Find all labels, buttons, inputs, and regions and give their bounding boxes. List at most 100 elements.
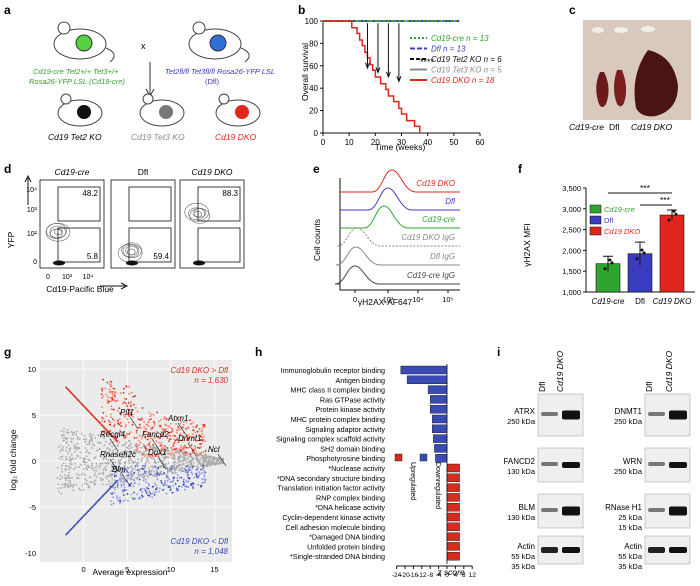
ma-point-up	[160, 435, 163, 438]
blot-column-header: Cd19 DKO	[555, 351, 565, 392]
flow-contour	[121, 242, 142, 259]
ma-point-ns	[67, 452, 70, 454]
ma-point-down	[118, 496, 121, 499]
ma-point-up	[91, 414, 94, 417]
ma-point-up	[182, 446, 185, 449]
ma-point-ns	[67, 483, 70, 486]
ma-point-ns	[61, 483, 64, 486]
blot-kda-label: 250 kDa	[614, 417, 643, 426]
ma-point-ns	[130, 446, 133, 449]
ma-point-up	[109, 390, 112, 393]
ma-point-up	[180, 439, 183, 442]
blot-kda-label-2: 35 kDa	[618, 562, 643, 571]
ma-point-up	[187, 427, 190, 430]
ma-point-down	[167, 486, 170, 489]
ma-point-up	[177, 427, 179, 430]
cross-parent1-line1: Cd19-cre Tet2+/+ Tet3+/+	[33, 67, 119, 76]
ma-point-ns	[199, 458, 201, 461]
ma-point-ns	[100, 479, 103, 482]
ma-point-up	[122, 391, 125, 394]
ma-point-up	[156, 411, 159, 414]
ma-point-ns	[70, 457, 73, 460]
ma-point-down	[185, 465, 188, 468]
ma-point-ns	[67, 468, 70, 470]
ma-point-ns	[73, 444, 76, 446]
ma-point-ns	[69, 462, 72, 465]
ma-point-down	[117, 499, 120, 502]
ma-point-ns	[173, 465, 175, 468]
ma-point-up	[144, 435, 147, 438]
flow-ylabel: YFP	[6, 231, 16, 248]
ma-point-up	[167, 452, 170, 455]
survival-xlabel: Time (weeks)	[375, 142, 426, 152]
flow-xtick-label: 10³	[62, 274, 73, 281]
panel-label-e: e	[313, 162, 320, 176]
ma-point-down	[123, 468, 126, 471]
survival-legend-label: Cd19 Tet2 KO n = 6	[431, 55, 502, 64]
ma-point-up	[138, 435, 141, 437]
ma-point-up	[182, 436, 185, 438]
flow-plot-title: Cd19-cre	[55, 167, 90, 177]
ma-gene-pointer	[177, 422, 187, 436]
ma-point-up	[192, 425, 195, 428]
ma-point-ns	[102, 453, 105, 456]
ma-point-up	[168, 431, 171, 434]
ma-point-ns	[82, 468, 85, 471]
ma-point-down	[176, 474, 179, 477]
ma-point-down	[92, 504, 95, 507]
ma-point-up	[179, 449, 182, 452]
ma-point-up	[125, 398, 128, 400]
ma-gene-pointer	[109, 438, 119, 452]
blot-column-header: Cd19 DKO	[664, 351, 674, 392]
ma-point-up	[135, 445, 138, 448]
ma-point-up	[168, 434, 171, 437]
mfi-bar	[659, 214, 685, 293]
ma-point-ns	[65, 477, 68, 480]
ma-point-ns	[127, 440, 130, 443]
ma-point-down	[113, 482, 116, 485]
ma-point-up	[195, 451, 198, 454]
ma-point-ns	[60, 467, 63, 470]
ma-point-up	[177, 429, 180, 432]
ma-point-ns	[59, 444, 62, 447]
ma-point-ns	[202, 454, 204, 457]
ma-point-ns	[102, 471, 105, 474]
blot-band-dko	[669, 462, 687, 468]
ma-point-up	[198, 447, 201, 449]
ma-point-up	[134, 395, 137, 397]
ma-point-down	[160, 479, 163, 482]
ma-point-up	[170, 431, 172, 434]
survival-ytick-label: 60	[309, 62, 318, 71]
ma-point-up	[99, 422, 102, 425]
histogram-curve	[340, 205, 460, 229]
ma-point-down	[71, 526, 74, 529]
ma-point-up	[123, 434, 125, 436]
ma-point-up	[195, 426, 198, 429]
ma-point-ns	[93, 480, 96, 483]
ma-point-ns	[130, 470, 132, 473]
spleen-label-dko: Cd19 DKO	[631, 122, 672, 132]
ma-point-ns	[101, 435, 104, 438]
ma-point-ns	[63, 436, 66, 439]
ma-point-down	[191, 473, 194, 476]
ma-point-up	[173, 448, 176, 451]
ma-point-ns	[64, 468, 67, 471]
ma-point-down	[151, 485, 154, 488]
ma-point-down	[119, 500, 122, 503]
ma-point-down	[139, 489, 142, 491]
ma-point-down	[83, 514, 86, 517]
go-xtick-label: 8	[462, 572, 466, 579]
ma-point-ns	[160, 454, 163, 456]
mouse-icon-cre	[53, 21, 115, 63]
ma-point-up	[136, 410, 139, 413]
ma-point-down	[201, 481, 204, 484]
go-bar	[406, 375, 448, 384]
mfi-ytick-label: 1,500	[562, 267, 581, 276]
ma-point-up	[113, 437, 116, 440]
ma-point-up	[175, 431, 178, 434]
blot-band-dko	[562, 547, 580, 553]
ma-point-up	[108, 388, 111, 391]
ma-point-down	[120, 485, 123, 488]
ma-point-ns	[105, 475, 108, 478]
ma-point-ns	[138, 444, 141, 446]
